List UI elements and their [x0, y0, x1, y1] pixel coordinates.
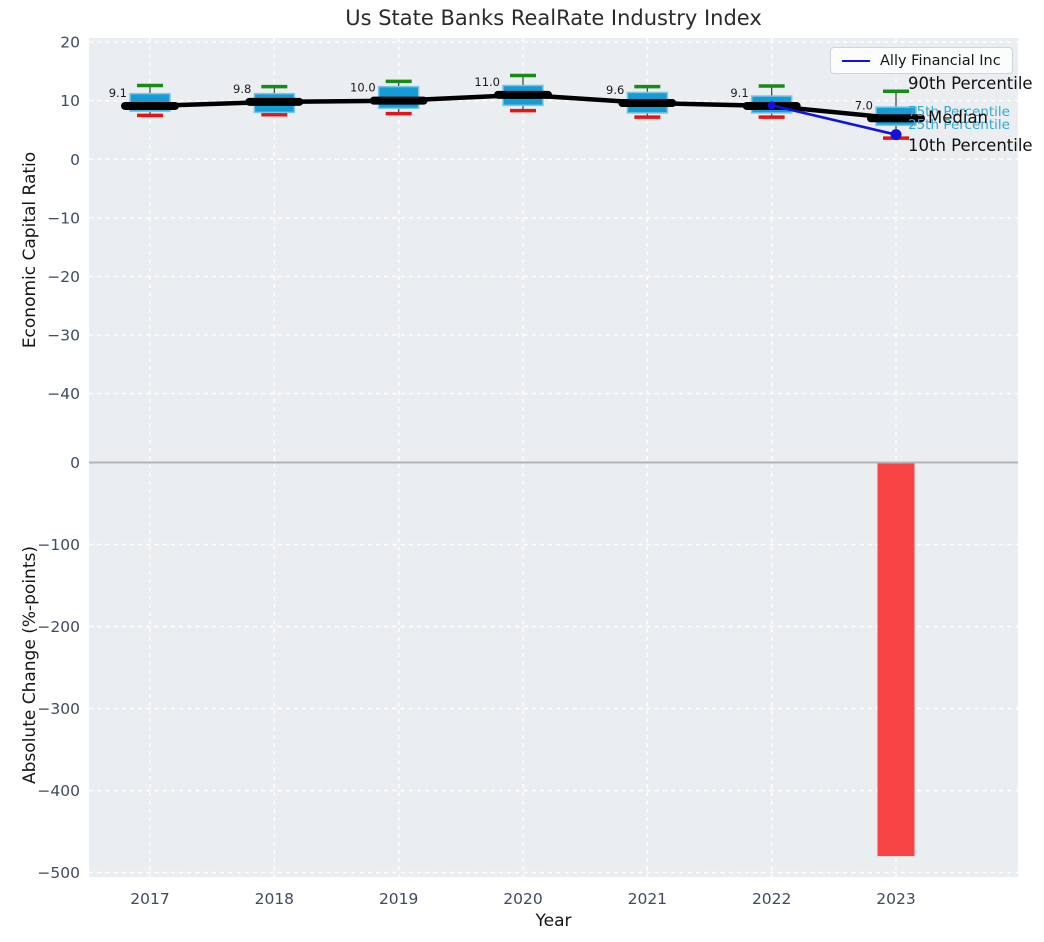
x-tick-2020: 2020: [503, 890, 542, 908]
legend-line-swatch: [842, 59, 870, 62]
y-tick-top: −40: [47, 385, 80, 403]
y-tick-top: −10: [47, 209, 80, 227]
y-tick-bottom: 0: [70, 454, 80, 472]
annotation-25th-percentile: 25th Percentile: [908, 117, 1010, 133]
y-tick-bottom: −300: [37, 700, 80, 718]
y-axis-label-top: Economic Capital Ratio: [20, 151, 40, 349]
median-value-label-2021: 9.6: [606, 83, 624, 97]
x-tick-2019: 2019: [379, 890, 418, 908]
y-tick-top: 0: [70, 151, 80, 169]
y-tick-bottom: −400: [37, 782, 80, 800]
annotation-90th-percentile: 90th Percentile: [908, 74, 1033, 93]
x-tick-2023: 2023: [876, 890, 915, 908]
y-tick-top: −20: [47, 268, 80, 286]
y-tick-bottom: −200: [37, 618, 80, 636]
y-tick-bottom: −500: [37, 864, 80, 882]
x-tick-2022: 2022: [752, 890, 791, 908]
median-bar-2021: [618, 99, 677, 108]
y-tick-top: −30: [47, 326, 80, 344]
y-axis-label-bottom: Absolute Change (%-points): [20, 546, 40, 784]
x-axis-label: Year: [535, 911, 572, 931]
annotation-median: Median: [928, 108, 989, 127]
x-tick-2017: 2017: [130, 890, 169, 908]
median-value-label-2022: 9.1: [730, 86, 748, 100]
y-tick-bottom: −100: [37, 536, 80, 554]
company-line: [771, 104, 897, 136]
median-value-label-2017: 9.1: [109, 86, 127, 100]
plot-area: [89, 38, 1018, 877]
median-value-label-2020: 11.0: [474, 75, 500, 89]
median-value-label-2018: 9.8: [233, 82, 251, 96]
median-bar-2019: [369, 96, 428, 105]
median-bar-2020: [493, 90, 552, 99]
median-value-label-2023: 7.0: [855, 98, 873, 112]
y-tick-top: 10: [60, 92, 80, 110]
change-bar-2023: [877, 462, 915, 857]
company-point: [890, 129, 902, 141]
annotation-10th-percentile: 10th Percentile: [908, 136, 1033, 155]
annotation-75th-percentile: 75th Percentile: [908, 104, 1010, 120]
y-tick-top: 20: [60, 34, 80, 52]
x-tick-2021: 2021: [628, 890, 667, 908]
company-point: [767, 101, 776, 110]
legend-label: Ally Financial Inc: [880, 52, 1001, 69]
median-bar-2023: [866, 114, 925, 123]
legend: Ally Financial Inc: [830, 47, 1013, 74]
median-value-label-2019: 10.0: [350, 81, 376, 95]
median-bar-2017: [121, 101, 179, 110]
x-tick-2018: 2018: [255, 890, 294, 908]
chart-title: Us State Banks RealRate Industry Index: [345, 6, 762, 30]
median-bar-2018: [245, 97, 304, 106]
